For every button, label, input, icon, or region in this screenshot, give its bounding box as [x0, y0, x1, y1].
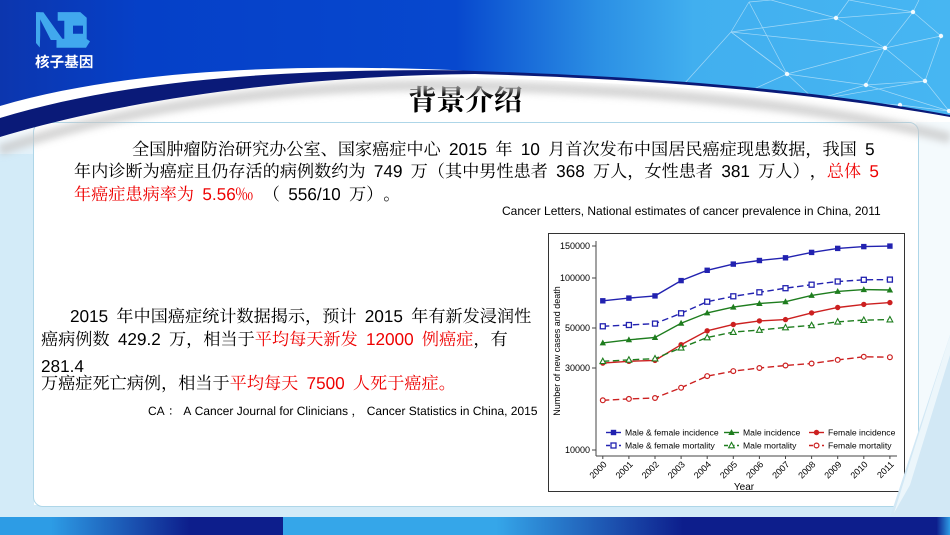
svg-text:Number of new cases and death: Number of new cases and death [552, 286, 562, 416]
svg-text:50000: 50000 [565, 323, 590, 333]
svg-text:Year: Year [734, 482, 755, 493]
svg-text:Female mortality: Female mortality [828, 441, 892, 451]
svg-text:100000: 100000 [560, 273, 590, 283]
svg-text:Female incidence: Female incidence [828, 428, 896, 438]
svg-text:10000: 10000 [565, 445, 590, 455]
svg-text:30000: 30000 [565, 363, 590, 373]
svg-text:150000: 150000 [560, 241, 590, 251]
svg-text:Male & female mortality: Male & female mortality [625, 441, 715, 451]
svg-text:Male & female incidence: Male & female incidence [625, 428, 719, 438]
svg-text:Male incidence: Male incidence [743, 428, 801, 438]
svg-text:Male mortality: Male mortality [743, 441, 797, 451]
